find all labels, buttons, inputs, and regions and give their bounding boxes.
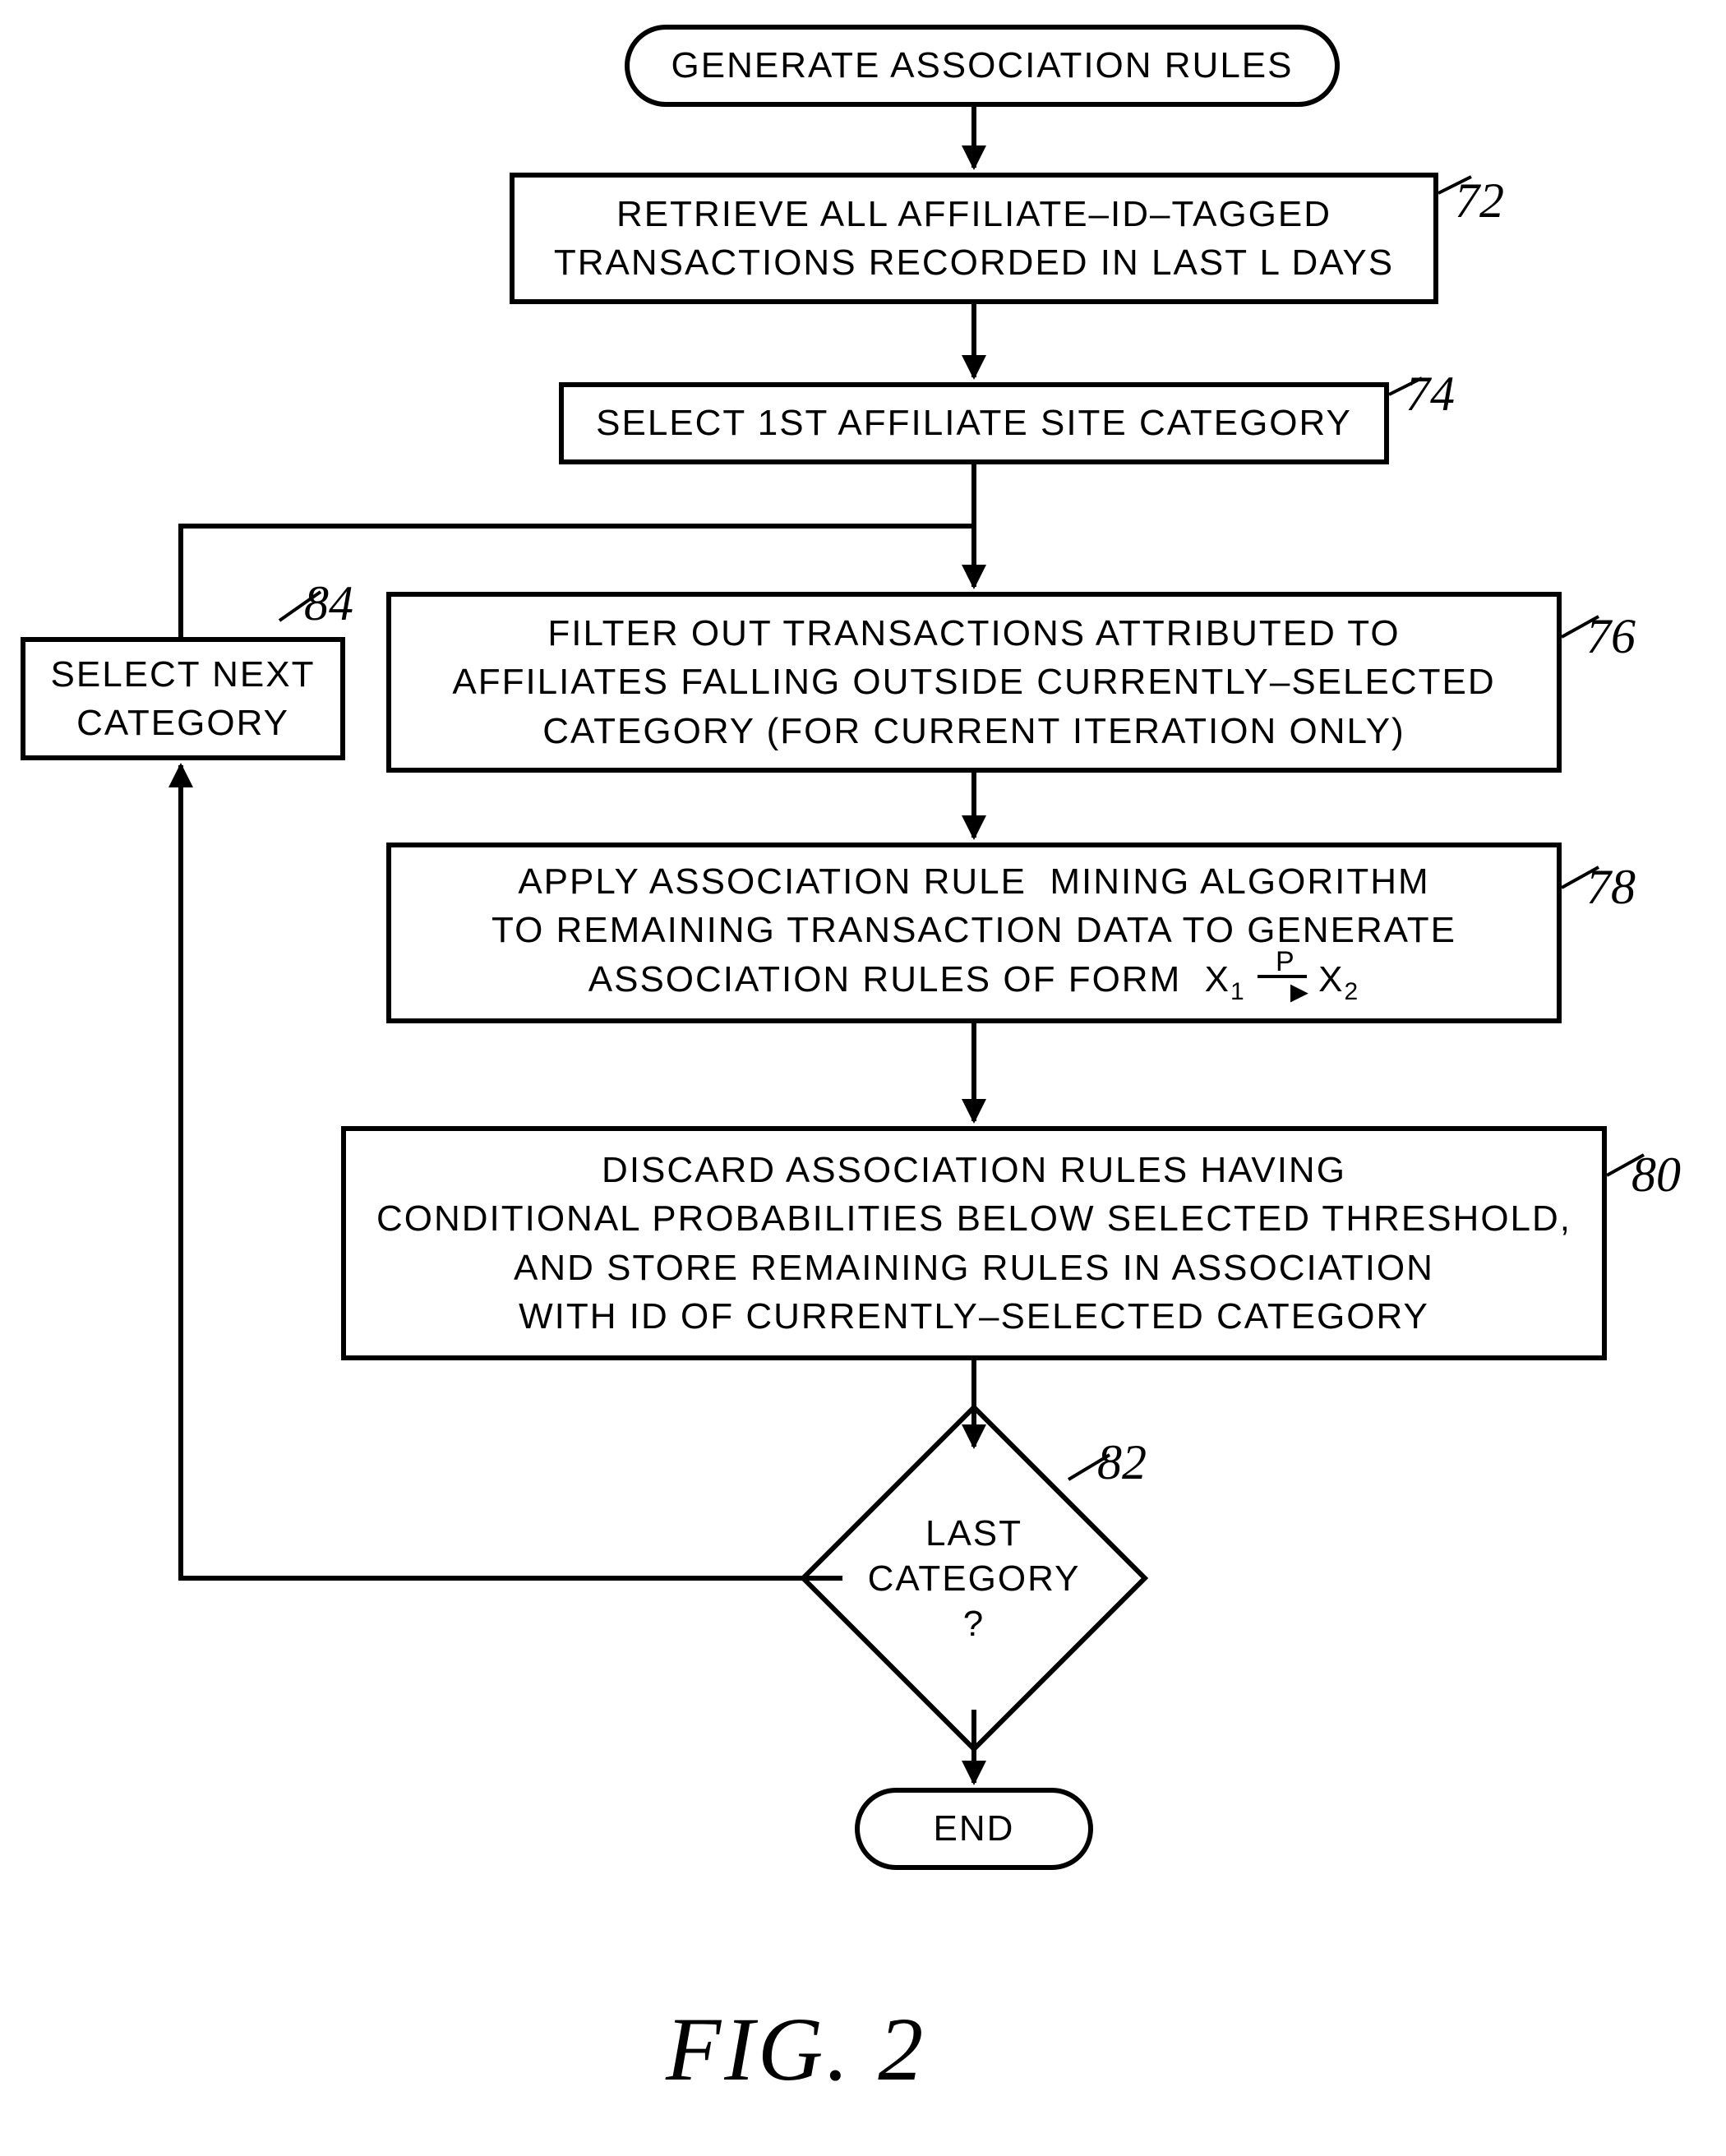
process-80: DISCARD ASSOCIATION RULES HAVINGCONDITIO…: [341, 1126, 1607, 1360]
process-84: SELECT NEXTCATEGORY: [21, 637, 345, 760]
process-76: FILTER OUT TRANSACTIONS ATTRIBUTED TOAFF…: [386, 592, 1562, 773]
ref-76: 76: [1586, 608, 1636, 665]
end-terminator: END: [855, 1788, 1093, 1870]
process-78: APPLY ASSOCIATION RULE MINING ALGORITHM …: [386, 843, 1562, 1023]
end-label: END: [934, 1804, 1015, 1853]
decision-82-text: LASTCATEGORY?: [851, 1455, 1097, 1701]
process-74-text: SELECT 1ST AFFILIATE SITE CATEGORY: [596, 399, 1352, 447]
process-74: SELECT 1ST AFFILIATE SITE CATEGORY: [559, 382, 1389, 464]
start-label: GENERATE ASSOCIATION RULES: [671, 41, 1294, 90]
ref-84: 84: [304, 575, 353, 632]
decision-82: LASTCATEGORY?: [851, 1455, 1097, 1701]
ref-72: 72: [1455, 173, 1504, 229]
process-80-text: DISCARD ASSOCIATION RULES HAVINGCONDITIO…: [376, 1146, 1571, 1341]
start-terminator: GENERATE ASSOCIATION RULES: [625, 25, 1340, 107]
flowchart-container: GENERATE ASSOCIATION RULES RETRIEVE ALL …: [0, 0, 1726, 2156]
ref-80: 80: [1631, 1147, 1681, 1203]
process-78-text: APPLY ASSOCIATION RULE MINING ALGORITHM …: [491, 857, 1456, 1009]
figure-label: FIG. 2: [666, 1997, 926, 2102]
ref-82: 82: [1097, 1434, 1147, 1491]
process-72: RETRIEVE ALL AFFILIATE–ID–TAGGEDTRANSACT…: [510, 173, 1438, 304]
ref-78: 78: [1586, 859, 1636, 916]
process-84-text: SELECT NEXTCATEGORY: [51, 650, 316, 748]
process-76-text: FILTER OUT TRANSACTIONS ATTRIBUTED TOAFF…: [452, 609, 1495, 755]
process-72-text: RETRIEVE ALL AFFILIATE–ID–TAGGEDTRANSACT…: [554, 190, 1394, 288]
ref-74: 74: [1405, 366, 1455, 422]
